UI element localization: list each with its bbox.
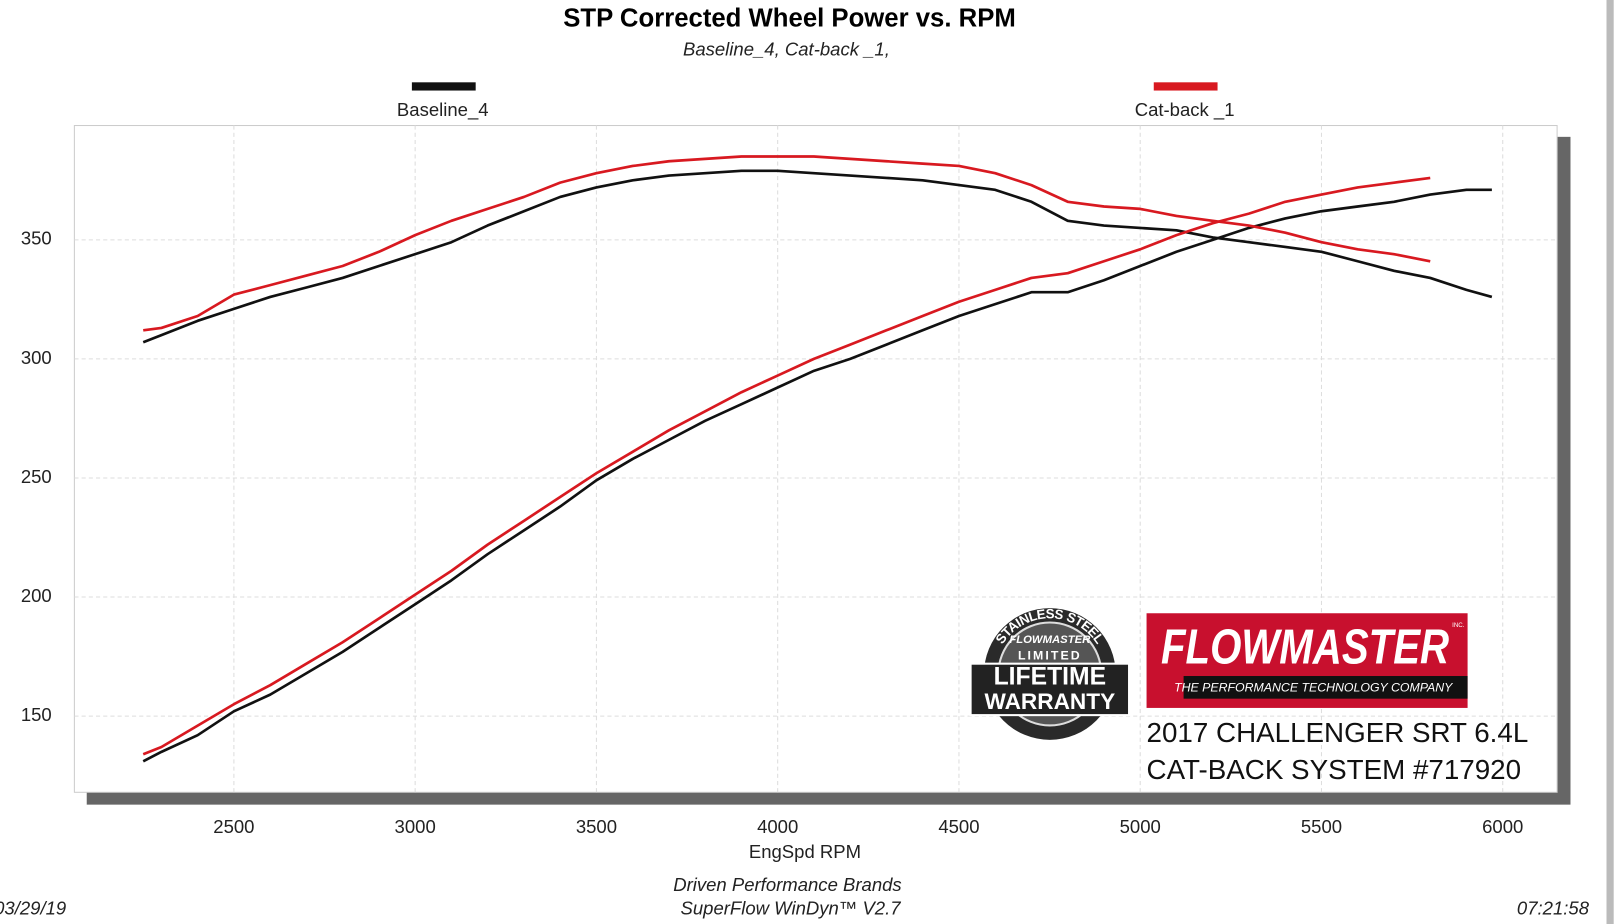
caption-line: 2017 CHALLENGER SRT 6.4L bbox=[1147, 717, 1529, 748]
y-tick-label: 350 bbox=[21, 228, 52, 249]
line-power bbox=[142, 188, 1492, 763]
y-tick-label: 250 bbox=[21, 466, 52, 487]
badge-line2: WARRANTY bbox=[984, 689, 1115, 714]
footer-time: 07:21:58 bbox=[1517, 897, 1590, 918]
caption-line: CAT-BACK SYSTEM #717920 bbox=[1147, 754, 1521, 785]
badge-brand: FLOWMASTER bbox=[1009, 634, 1091, 646]
line-torque bbox=[143, 155, 1431, 332]
y-tick-label: 200 bbox=[21, 585, 52, 606]
chart-title: STP Corrected Wheel Power vs. RPM bbox=[563, 4, 1016, 32]
y-tick-label: 300 bbox=[21, 347, 52, 368]
x-axis-label: EngSpd RPM bbox=[749, 841, 861, 862]
chart-subtitle: Baseline_4, Cat-back _1, bbox=[683, 38, 890, 59]
x-tick-label: 3000 bbox=[395, 816, 436, 837]
legend-swatch bbox=[411, 82, 476, 91]
badge-band bbox=[969, 662, 1131, 717]
logo-tagline: THE PERFORMANCE TECHNOLOGY COMPANY bbox=[1174, 681, 1453, 695]
legend-label: Baseline_4 bbox=[397, 99, 489, 121]
line-torque bbox=[142, 169, 1493, 344]
x-tick-label: 4500 bbox=[938, 816, 979, 837]
x-tick-label: 2500 bbox=[213, 816, 254, 837]
lines bbox=[142, 155, 1493, 763]
logo-band bbox=[1183, 676, 1468, 699]
legend-label: Cat-back _1 bbox=[1135, 99, 1235, 121]
logo-brand: FLOWMASTER bbox=[1161, 619, 1449, 674]
footer-date: 03/29/19 bbox=[0, 897, 66, 918]
footer-software: SuperFlow WinDyn™ V2.7 bbox=[681, 897, 902, 918]
y-tick-label: 150 bbox=[21, 704, 52, 725]
flowmaster-logo: FLOWMASTER INC. THE PERFORMANCE TECHNOLO… bbox=[1146, 613, 1468, 708]
x-tick-label: 5000 bbox=[1120, 816, 1161, 837]
logo-inc: INC. bbox=[1452, 622, 1465, 629]
line-power bbox=[142, 176, 1431, 756]
badge-line1: LIFETIME bbox=[994, 664, 1106, 691]
x-tick-label: 3500 bbox=[576, 816, 617, 837]
legend-swatch bbox=[1153, 82, 1218, 91]
badge-limited: LIMITED bbox=[1018, 649, 1082, 663]
x-tick-label: 6000 bbox=[1482, 816, 1523, 837]
x-tick-label: 5500 bbox=[1301, 816, 1342, 837]
footer-company: Driven Performance Brands bbox=[673, 874, 901, 895]
x-tick-label: 4000 bbox=[757, 816, 798, 837]
window-edge bbox=[1606, 0, 1614, 924]
